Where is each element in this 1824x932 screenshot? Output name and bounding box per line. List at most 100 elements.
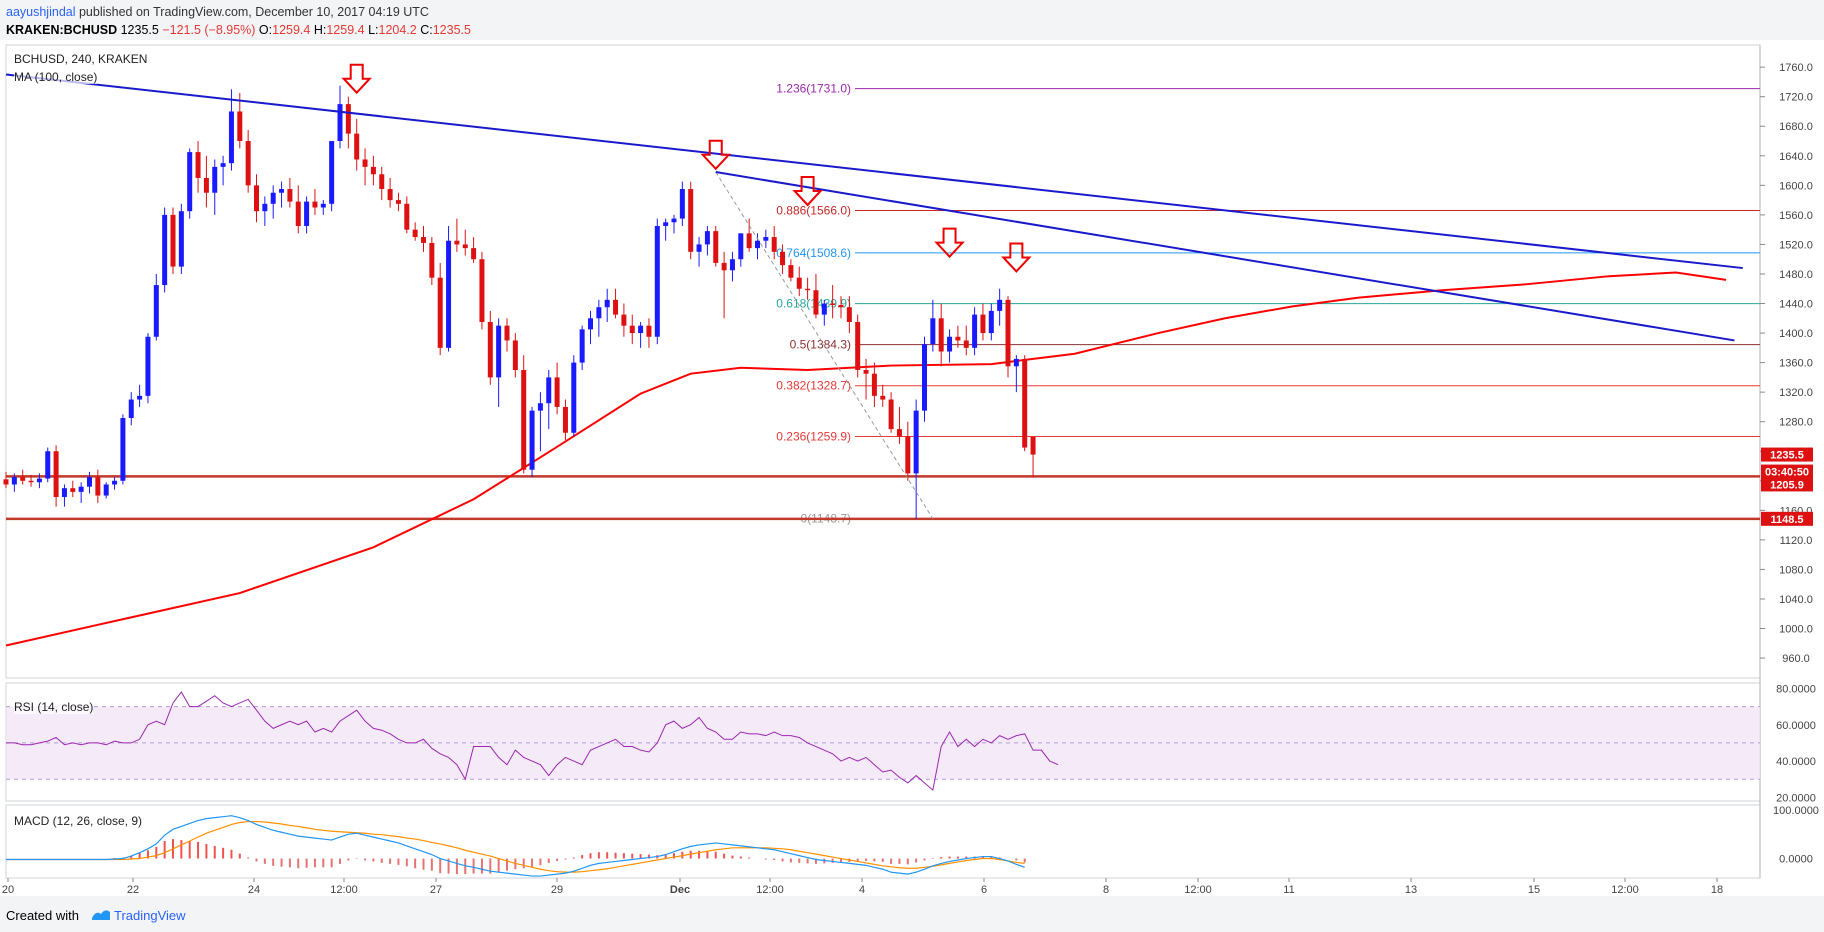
candle-body (237, 111, 243, 142)
price-badge-label: 03:40:50 (1765, 467, 1809, 479)
candle (771, 225, 777, 260)
candle-body (721, 262, 727, 271)
candle (621, 303, 627, 337)
candle-body (880, 395, 886, 400)
candle-body (3, 479, 9, 485)
candle-body (930, 318, 936, 345)
candle (504, 318, 510, 352)
candle (337, 85, 343, 149)
candle-body (771, 237, 777, 252)
fib-level-label: 0.764(1508.6) (776, 246, 851, 260)
candle (379, 166, 385, 201)
candle (404, 196, 410, 234)
last-price: 1235.5 (120, 23, 159, 37)
candle (629, 314, 635, 345)
price-tick-label: 1000.0 (1779, 624, 1813, 636)
price-tick-label: 1320.0 (1779, 387, 1813, 399)
candle-body (746, 233, 752, 249)
candle (855, 314, 861, 378)
candle-body (462, 244, 468, 249)
candle-body (663, 222, 669, 226)
time-tick-label: 29 (551, 884, 563, 896)
candle (20, 469, 26, 485)
candle-body (362, 159, 368, 167)
candle (45, 447, 51, 483)
candle-body (871, 373, 877, 396)
ma-legend: MA (100, close) (14, 70, 98, 84)
price-badge (1761, 464, 1813, 479)
candle-body (755, 240, 760, 249)
candle (997, 288, 1003, 326)
candle (78, 482, 84, 503)
candle (162, 207, 168, 293)
candle (228, 89, 234, 171)
price-tick-label: 1160.0 (1780, 505, 1813, 517)
candle-body (1005, 299, 1011, 367)
time-tick-label: 8 (1103, 884, 1109, 896)
candle-body (345, 104, 351, 134)
fib-level-label: 1.236(1731.0) (776, 82, 851, 96)
candle (70, 480, 76, 498)
candle (863, 358, 869, 400)
price-tick-label: 1520.0 (1779, 239, 1813, 251)
candle (270, 185, 276, 219)
candle (671, 214, 677, 234)
candle (395, 192, 401, 212)
time-tick-label: 12:00 (756, 884, 784, 896)
time-tick-label: 18 (1711, 884, 1723, 896)
candle-body (404, 203, 410, 230)
time-tick-label: 20 (2, 884, 14, 896)
candle (137, 384, 143, 407)
open-label: O: (258, 23, 273, 37)
close-label: C: (420, 23, 433, 37)
candle-body (554, 377, 560, 407)
ohlc-line: KRAKEN:BCHUSD 1235.5 −121.5 (−8.95%) O:1… (6, 23, 471, 37)
candle-body (304, 201, 310, 226)
candle (546, 369, 552, 430)
candle (153, 273, 159, 341)
candle (203, 155, 209, 208)
candle (95, 469, 101, 503)
candle (178, 203, 184, 274)
candle-body (537, 403, 543, 411)
chart-area[interactable]: 1760.0 1720.0 1680.0 1640.0 1600.0 1560.0 1520… (0, 40, 1824, 896)
time-tick-label: Dec (670, 884, 690, 896)
time-tick-label: 13 (1405, 884, 1417, 896)
candle-body (120, 418, 126, 481)
created-with-text: Created with (6, 908, 79, 923)
candle (562, 399, 568, 441)
candle (604, 288, 610, 322)
candle (36, 473, 42, 489)
candle (220, 155, 226, 186)
chart-header: aayushjindal published on TradingView.co… (0, 0, 1824, 40)
candle-body (846, 307, 852, 322)
candle-body (61, 488, 67, 498)
candle-body (922, 344, 927, 411)
candle (87, 471, 92, 494)
candle (738, 233, 744, 267)
candle (905, 421, 911, 481)
candle (922, 336, 927, 422)
chart-canvas[interactable]: 1760.01720.01680.01640.01600.01560.01520… (0, 40, 1824, 896)
candle-body (562, 406, 568, 433)
candle-body (947, 336, 953, 352)
candle-body (395, 200, 401, 204)
tradingview-logo-icon[interactable] (90, 906, 112, 925)
author-link[interactable]: aayushjindal (6, 5, 76, 19)
candle (1005, 296, 1011, 378)
macd-legend: MACD (12, 26, close, 9) (14, 814, 143, 828)
candle (187, 148, 193, 219)
candle-body (195, 152, 201, 178)
price-tick-label: 1760.0 (1779, 62, 1813, 74)
candle (454, 218, 460, 252)
candle (437, 262, 443, 356)
candle (237, 93, 243, 149)
time-tick-label: 12:00 (1184, 884, 1212, 896)
candle (262, 196, 268, 226)
time-tick-label: 15 (1528, 884, 1540, 896)
candle (638, 321, 644, 348)
candle (721, 251, 727, 319)
tradingview-brand-link[interactable]: TradingView (114, 908, 186, 923)
candle (103, 482, 109, 499)
time-tick-label: 27 (430, 884, 442, 896)
